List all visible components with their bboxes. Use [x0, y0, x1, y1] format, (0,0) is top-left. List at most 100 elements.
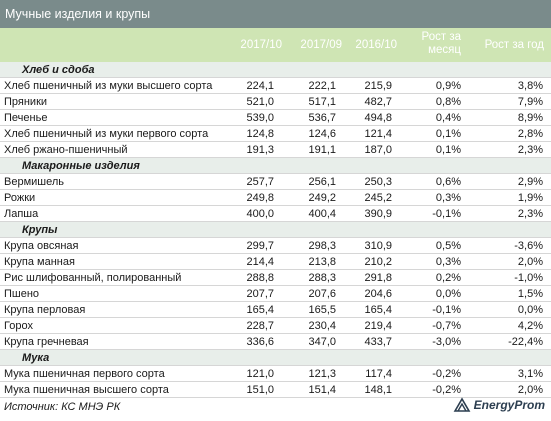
month-growth: 0,1%: [435, 128, 461, 140]
value-2017-10: 224,1: [246, 80, 274, 92]
month-growth: -0,1%: [432, 208, 461, 220]
value-2017-10: 214,4: [246, 256, 274, 268]
value-2016-10: 204,6: [364, 288, 392, 300]
energyprom-logo-text: EnergyProm: [473, 398, 545, 412]
year-growth: 2,9%: [517, 176, 543, 188]
year-growth: 2,3%: [517, 144, 543, 156]
column-header-2017-10: 2017/10: [240, 39, 282, 51]
value-2017-10: 539,0: [246, 112, 274, 124]
year-growth: 4,2%: [517, 320, 543, 332]
value-2016-10: 310,9: [364, 240, 392, 252]
year-growth: -1,0%: [514, 272, 543, 284]
product-name: Крупа овсяная: [4, 240, 79, 252]
product-name: Крупа перловая: [4, 304, 86, 316]
table-row: Крупа перловая 165,4 165,5 165,4 -0,1% 0,0%: [0, 302, 551, 318]
month-growth: 0,5%: [435, 240, 461, 252]
value-2017-10: 151,0: [246, 384, 274, 396]
value-2017-10: 299,7: [246, 240, 274, 252]
value-2016-10: 245,2: [364, 192, 392, 204]
value-2017-09: 121,3: [308, 368, 336, 380]
value-2017-10: 207,7: [246, 288, 274, 300]
column-header-year-growth: Рост за год: [484, 39, 544, 51]
value-2017-09: 517,1: [308, 96, 336, 108]
table-row: Хлеб ржано-пшеничный 191,3 191,1 187,0 0,1% 2…: [0, 142, 551, 158]
product-name: Хлеб пшеничный из муки высшего сорта: [4, 80, 213, 92]
product-name: Пшено: [4, 288, 40, 300]
product-name: Мука пшеничная первого сорта: [4, 368, 165, 380]
table-row: Крупа гречневая 336,6 347,0 433,7 -3,0% -22,4…: [0, 334, 551, 350]
month-growth: 0,4%: [435, 112, 461, 124]
table-row: Рожки 249,8 249,2 245,2 0,3% 1,9%: [0, 190, 551, 206]
year-growth: 3,8%: [517, 80, 543, 92]
product-name: Рожки: [4, 192, 36, 204]
table-row: Печенье 539,0 536,7 494,8 0,4% 8,9%: [0, 110, 551, 126]
value-2017-09: 256,1: [308, 176, 336, 188]
table-row: Хлеб пшеничный из муки высшего сорта 224,…: [0, 78, 551, 94]
value-2017-10: 336,6: [246, 336, 274, 348]
value-2016-10: 121,4: [364, 128, 392, 140]
month-growth: 0,2%: [435, 272, 461, 284]
value-2016-10: 117,4: [365, 368, 392, 380]
value-2016-10: 433,7: [364, 336, 392, 348]
value-2017-09: 191,1: [308, 144, 336, 156]
value-2017-10: 400,0: [246, 208, 274, 220]
value-2016-10: 215,9: [364, 80, 392, 92]
energyprom-logo-icon: [453, 397, 471, 412]
year-growth: 2,8%: [517, 128, 543, 140]
value-2017-10: 124,8: [246, 128, 274, 140]
value-2017-10: 257,7: [246, 176, 274, 188]
table-row: Лапша 400,0 400,4 390,9 -0,1% 2,3%: [0, 206, 551, 222]
value-2017-09: 249,2: [308, 192, 336, 204]
month-growth: 0,0%: [435, 288, 461, 300]
value-2017-10: 288,8: [246, 272, 274, 284]
product-name: Горох: [4, 320, 33, 332]
category-row: Хлеб и сдоба: [0, 62, 551, 78]
value-2016-10: 390,9: [364, 208, 392, 220]
value-2017-09: 536,7: [308, 112, 336, 124]
value-2017-10: 228,7: [246, 320, 274, 332]
category-row: Макаронные изделия: [0, 158, 551, 174]
table-row: Пряники 521,0 517,1 482,7 0,8% 7,9%: [0, 94, 551, 110]
table-row: Крупа овсяная 299,7 298,3 310,9 0,5% -3,6%: [0, 238, 551, 254]
year-growth: 1,5%: [517, 288, 543, 300]
month-growth: 0,9%: [435, 80, 461, 92]
product-name: Крупа манная: [4, 256, 75, 268]
month-growth: -0,7%: [432, 320, 461, 332]
value-2016-10: 187,0: [364, 144, 392, 156]
value-2017-09: 222,1: [308, 80, 336, 92]
value-2017-10: 521,0: [246, 96, 274, 108]
product-name: Мука пшеничная высшего сорта: [4, 384, 169, 396]
column-header-month-growth: Рост за месяц: [421, 31, 461, 56]
product-name: Лапша: [4, 208, 39, 220]
value-2016-10: 482,7: [364, 96, 392, 108]
price-table: Хлеб и сдоба Хлеб пшеничный из муки высше…: [0, 62, 551, 398]
table-row: Рис шлифованный, полированный 288,8 288,3 2…: [0, 270, 551, 286]
value-2017-09: 151,4: [308, 384, 336, 396]
category-label: Мука: [22, 352, 50, 364]
value-2017-10: 121,0: [246, 368, 274, 380]
product-name: Рис шлифованный, полированный: [4, 272, 182, 284]
table-row: Крупа манная 214,4 213,8 210,2 0,3% 2,0%: [0, 254, 551, 270]
value-2016-10: 219,4: [364, 320, 392, 332]
energyprom-logo: EnergyProm: [453, 397, 545, 413]
year-growth: 0,0%: [517, 304, 543, 316]
month-growth: -0,1%: [432, 304, 461, 316]
value-2017-09: 165,5: [308, 304, 336, 316]
value-2017-10: 249,8: [246, 192, 274, 204]
column-header-2016-10: 2016/10: [355, 39, 397, 51]
table-row: Вермишель 257,7 256,1 250,3 0,6% 2,9%: [0, 174, 551, 190]
table-row: Горох 228,7 230,4 219,4 -0,7% 4,2%: [0, 318, 551, 334]
table-row: Пшено 207,7 207,6 204,6 0,0% 1,5%: [0, 286, 551, 302]
year-growth: 8,9%: [517, 112, 543, 124]
month-growth: 0,8%: [435, 96, 461, 108]
product-name: Пряники: [4, 96, 48, 108]
value-2017-10: 165,4: [246, 304, 274, 316]
year-growth: 1,9%: [517, 192, 543, 204]
month-growth: -0,2%: [432, 368, 461, 380]
value-2017-09: 288,3: [308, 272, 336, 284]
page-title: Мучные изделия и крупы: [0, 0, 551, 28]
category-row: Мука: [0, 350, 551, 366]
year-growth: 2,0%: [517, 256, 543, 268]
year-growth: -3,6%: [514, 240, 543, 252]
